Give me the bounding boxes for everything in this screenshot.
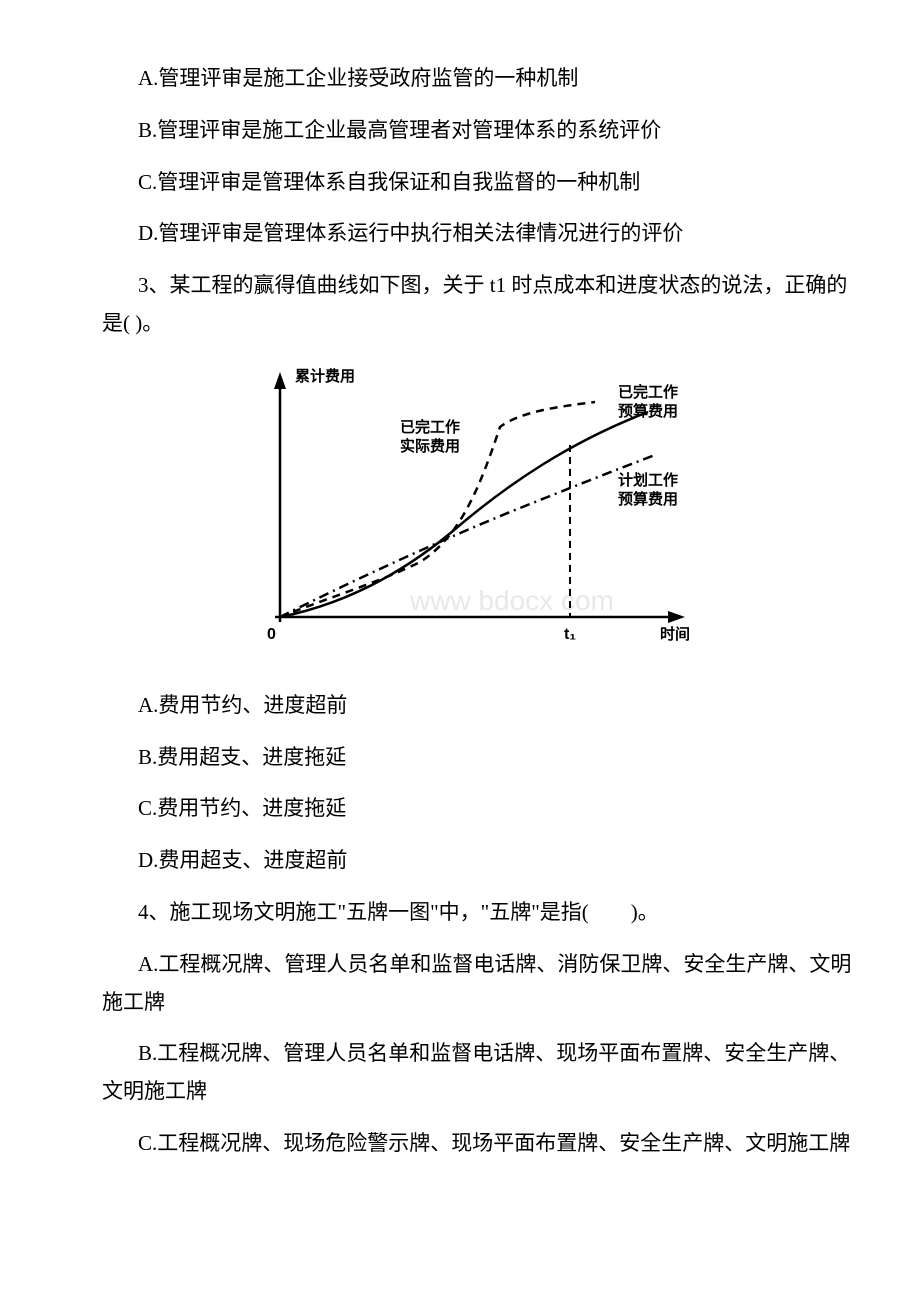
q2-option-a: A.管理评审是施工企业接受政府监管的一种机制 <box>60 60 860 98</box>
y-axis-arrow <box>274 372 286 389</box>
t1-label: t₁ <box>564 626 576 643</box>
x-axis-arrow <box>668 611 685 623</box>
q4-option-a: A.工程概况牌、管理人员名单和监督电话牌、消防保卫牌、安全生产牌、文明施工牌 <box>60 946 860 1022</box>
label-plan-budget-1: 计划工作 <box>618 471 678 489</box>
q2-option-b: B.管理评审是施工企业最高管理者对管理体系的系统评价 <box>60 112 860 150</box>
y-axis-label: 累计费用 <box>295 367 355 385</box>
chart-container: www bdocx com 累计费用 时间 0 t₁ 已完工作 实际费用 已完工… <box>60 357 860 667</box>
label-actual-cost-2: 实际费用 <box>400 437 460 455</box>
q4-text: 4、施工现场文明施工"五牌一图"中，"五牌"是指( )。 <box>60 894 860 932</box>
q3-text: 3、某工程的赢得值曲线如下图，关于 t1 时点成本和进度状态的说法，正确的是( … <box>60 267 860 343</box>
q3-option-d: D.费用超支、进度超前 <box>60 842 860 880</box>
q2-option-d: D.管理评审是管理体系运行中执行相关法律情况进行的评价 <box>60 215 860 253</box>
x-axis-label: 时间 <box>660 625 690 643</box>
q2-option-c: C.管理评审是管理体系自我保证和自我监督的一种机制 <box>60 164 860 202</box>
origin-label: 0 <box>267 626 276 643</box>
q3-option-c: C.费用节约、进度拖延 <box>60 790 860 828</box>
earned-value-chart: www bdocx com 累计费用 时间 0 t₁ 已完工作 实际费用 已完工… <box>200 357 720 667</box>
q4-option-b: B.工程概况牌、管理人员名单和监督电话牌、现场平面布置牌、安全生产牌、文明施工牌 <box>60 1035 860 1111</box>
q4-option-c: C.工程概况牌、现场危险警示牌、现场平面布置牌、安全生产牌、文明施工牌 <box>60 1125 860 1163</box>
q3-option-a: A.费用节约、进度超前 <box>60 687 860 725</box>
label-budget-done-2: 预算费用 <box>618 402 678 420</box>
q3-option-b: B.费用超支、进度拖延 <box>60 739 860 777</box>
label-actual-cost-1: 已完工作 <box>400 418 460 436</box>
watermark-text: www bdocx com <box>409 585 614 616</box>
label-plan-budget-2: 预算费用 <box>618 490 678 508</box>
label-budget-done-1: 已完工作 <box>618 383 678 401</box>
